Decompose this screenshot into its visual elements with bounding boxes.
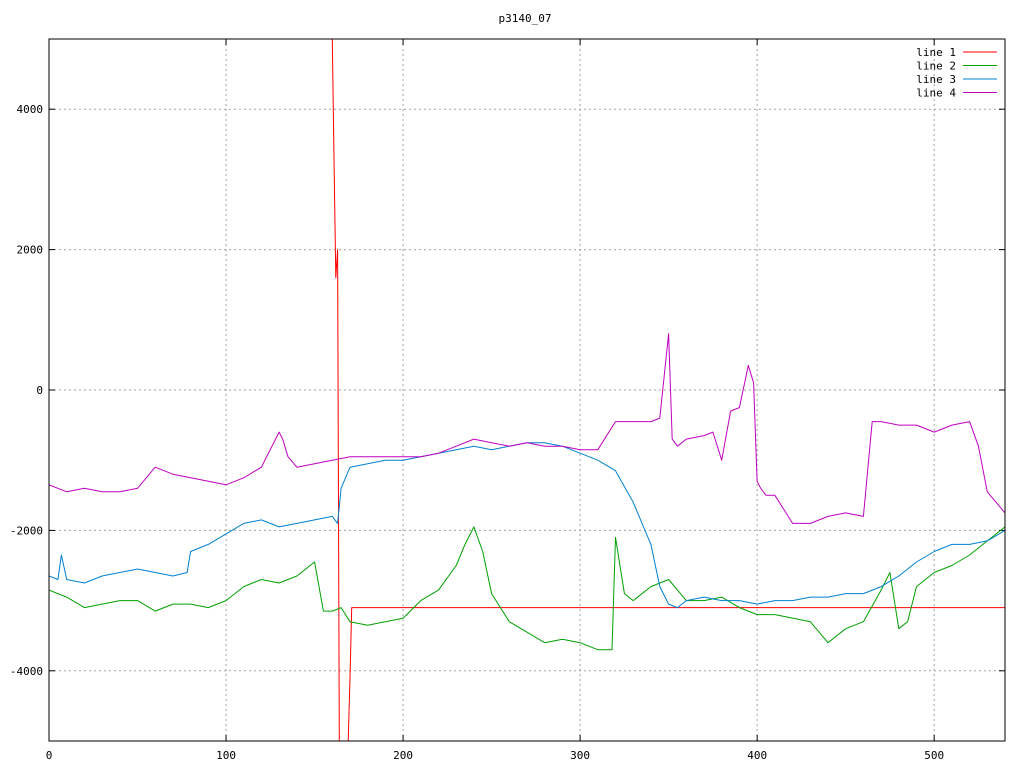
x-axis: 0 100 200 300 400 500 — [46, 39, 944, 762]
legend-label: line 1 — [916, 46, 956, 59]
plot-frame — [48, 38, 1006, 742]
series-line-line-4 — [49, 333, 1005, 524]
series-line-line-3 — [49, 442, 1005, 609]
y-tick-label: 2000 — [17, 244, 44, 257]
series-line-line-1 — [331, 39, 1005, 741]
chart-title: p3140_07 — [499, 12, 552, 25]
x-tick-label: 400 — [747, 749, 767, 762]
x-tick-label: 0 — [46, 749, 53, 762]
y-tick-label: -4000 — [10, 665, 43, 678]
grid — [49, 39, 1005, 741]
x-tick-label: 500 — [924, 749, 944, 762]
x-tick-label: 300 — [570, 749, 590, 762]
y-tick-label: 0 — [36, 384, 43, 397]
y-tick-label: -2000 — [10, 524, 43, 537]
y-axis: -4000 -2000 0 2000 4000 — [10, 103, 1005, 678]
x-tick-label: 200 — [393, 749, 413, 762]
legend-label: line 4 — [916, 87, 956, 100]
series-line-line-2 — [49, 526, 1005, 651]
y-tick-label: 4000 — [17, 103, 44, 116]
series-layer — [49, 39, 1005, 741]
x-tick-label: 100 — [216, 749, 236, 762]
legend-label: line 3 — [916, 73, 956, 86]
legend-label: line 2 — [916, 60, 956, 73]
